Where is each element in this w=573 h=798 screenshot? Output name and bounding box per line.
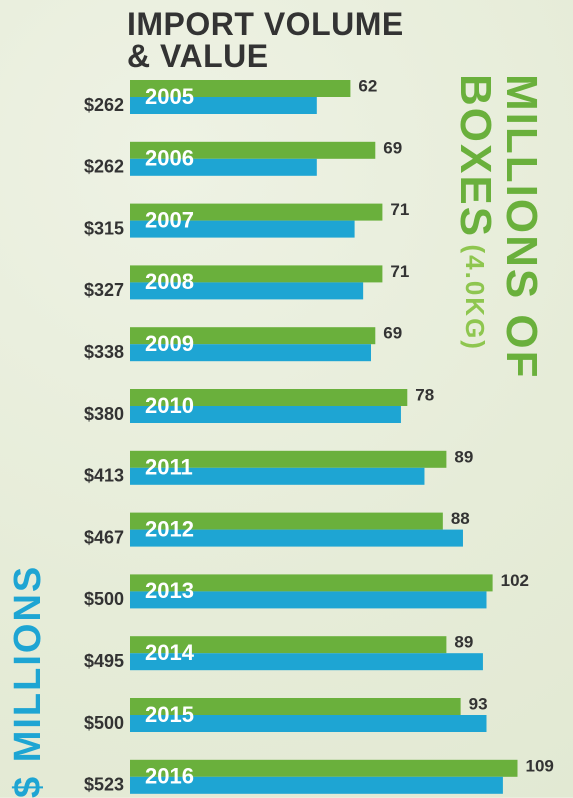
value-bar [130,529,463,547]
volume-bar [130,389,408,406]
year-label: 2009 [145,331,194,356]
volume-value-label: 62 [358,76,377,95]
year-label: 2008 [145,269,194,294]
value-value-label: $315 [84,218,124,238]
value-bar [130,653,483,671]
volume-value-label: 71 [390,200,409,219]
value-value-label: $500 [84,589,124,609]
year-label: 2011 [145,455,193,480]
year-label: 2006 [145,146,194,171]
year-label: 2012 [145,516,194,541]
volume-bar [130,141,376,159]
volume-value-label: 88 [451,509,470,528]
value-bar [130,715,487,732]
volume-value-label: 78 [415,385,434,404]
year-label: 2010 [145,393,194,418]
volume-bar [130,698,461,715]
volume-bar [130,80,351,97]
value-value-label: $262 [84,95,124,115]
volume-bar [130,327,376,345]
year-label: 2013 [145,578,194,603]
volume-bar [130,512,443,530]
unit-note: (4.0KG) [460,244,490,351]
value-value-label: $500 [84,713,124,733]
volume-bar [130,759,518,777]
value-value-label: $380 [84,404,124,424]
value-value-label: $413 [84,466,124,486]
volume-bar [130,203,383,221]
value-bar [130,467,425,485]
year-label: 2016 [145,764,194,789]
volume-bar [130,450,447,468]
legend-volume: MILLIONS OF BOXES [451,74,546,380]
volume-value-label: 89 [454,447,473,466]
volume-bar [130,636,447,654]
volume-value-label: 109 [525,756,553,775]
value-bar [130,776,503,794]
value-value-label: $262 [84,157,124,177]
volume-value-label: 69 [383,138,402,157]
value-bar [130,220,355,238]
value-value-label: $523 [84,775,124,795]
value-bar [130,591,487,609]
year-label: 2014 [145,640,195,665]
year-label: 2015 [145,702,194,727]
value-bar [130,344,371,362]
volume-value-label: 69 [383,324,402,343]
volume-bar [130,265,383,283]
volume-axis-label: MILLIONS OF BOXES (4.0KG) [451,74,546,419]
value-value-label: $467 [84,527,124,547]
volume-value-label: 89 [454,633,473,652]
volume-bar [130,574,493,592]
chart-title: IMPORT VOLUME & VALUE [127,6,404,74]
year-label: 2007 [145,207,194,232]
volume-value-label: 71 [390,262,409,281]
volume-value-label: 102 [501,571,529,590]
value-value-label: $495 [84,651,124,671]
year-label: 2005 [145,84,194,109]
value-bar [130,406,401,423]
value-value-label: $338 [84,342,124,362]
value-bar [130,158,317,176]
volume-value-label: 93 [469,694,488,713]
value-bar [130,97,317,114]
value-value-label: $327 [84,280,124,300]
value-bar [130,282,364,300]
